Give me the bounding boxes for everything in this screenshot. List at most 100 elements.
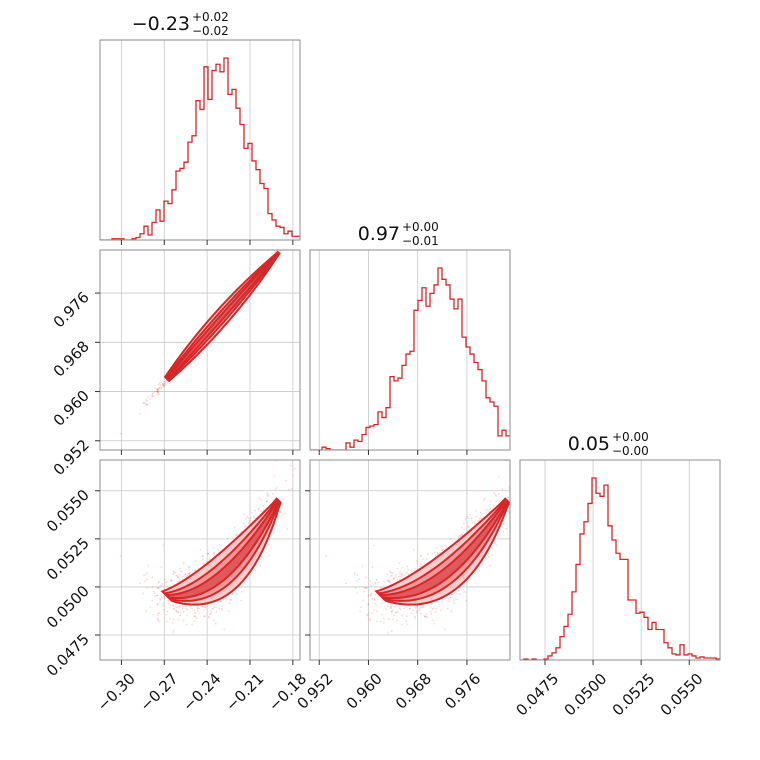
sample-point — [386, 579, 389, 582]
contour-bands — [160, 497, 282, 606]
sample-point — [389, 575, 392, 578]
x-tick-label-p2: 0.0500 — [561, 670, 611, 720]
sample-point — [194, 569, 197, 572]
sample-point — [154, 387, 156, 390]
title-minus: −0.00 — [612, 444, 649, 458]
title-value: 0.97 — [358, 223, 400, 245]
sample-point — [220, 600, 223, 603]
sample-point — [164, 581, 167, 584]
sample-point — [401, 575, 404, 577]
sample-point — [375, 604, 377, 607]
sample-point — [395, 576, 397, 578]
sample-point — [449, 596, 452, 599]
sample-point — [176, 575, 179, 578]
sample-point — [415, 612, 418, 614]
sample-point — [379, 620, 382, 623]
sample-point — [400, 573, 403, 576]
sample-point — [231, 593, 234, 595]
sample-point — [158, 386, 161, 389]
sample-point — [367, 617, 370, 620]
sample-point — [382, 617, 385, 620]
sample-point — [360, 606, 362, 609]
sample-point — [178, 567, 181, 570]
sample-point — [370, 584, 373, 587]
sample-point — [162, 602, 165, 605]
sample-point — [143, 401, 145, 404]
sample-point — [156, 388, 159, 390]
sample-point — [489, 500, 492, 503]
sample-point — [399, 608, 402, 611]
sample-point — [271, 252, 273, 255]
x-tick-label-p1: 0.968 — [392, 670, 435, 713]
sample-point — [185, 575, 188, 577]
sample-point — [483, 497, 486, 500]
scatter-panel-p0-p1 — [95, 243, 301, 455]
sample-point — [367, 614, 369, 617]
sample-point — [185, 607, 187, 610]
sample-point — [380, 586, 382, 589]
sample-point — [387, 632, 389, 635]
sample-point — [235, 533, 238, 536]
sample-point — [367, 603, 370, 606]
sample-point — [226, 538, 229, 540]
sample-point — [285, 479, 287, 482]
sample-point — [440, 609, 442, 612]
sample-point — [167, 602, 170, 605]
sample-point — [391, 609, 394, 612]
sample-point — [285, 243, 287, 245]
sample-point — [395, 619, 398, 622]
sample-point — [147, 565, 150, 568]
sample-point — [212, 547, 215, 549]
sample-point — [419, 565, 422, 568]
sample-point — [489, 507, 492, 510]
sample-point — [369, 580, 372, 583]
sample-point — [158, 598, 161, 600]
title-plus: +0.00 — [402, 220, 439, 234]
sample-point — [240, 531, 242, 533]
contour-bands — [374, 497, 510, 606]
sample-point — [182, 610, 185, 613]
sample-point — [165, 379, 168, 382]
sample-point — [165, 613, 168, 616]
sample-point — [425, 613, 427, 615]
sample-point — [202, 615, 205, 618]
y-tick-label-p2: 0.0475 — [43, 630, 93, 680]
x-tick-label-p2: 0.0475 — [513, 670, 563, 720]
sample-point — [262, 504, 264, 507]
sample-point — [193, 609, 196, 612]
x-tick-label-p0: −0.24 — [179, 670, 224, 715]
sample-point — [191, 623, 194, 626]
sample-point — [170, 579, 172, 582]
sample-point — [404, 571, 407, 574]
sample-point — [491, 554, 494, 557]
sample-point — [182, 562, 185, 565]
sample-point — [533, 444, 535, 446]
sample-point — [492, 504, 495, 507]
x-tick-label-p1: 0.960 — [343, 670, 386, 713]
sample-point — [160, 386, 163, 389]
sample-point — [353, 571, 356, 574]
sample-point — [390, 605, 393, 608]
sample-point — [448, 600, 451, 603]
sample-point — [213, 552, 215, 555]
sample-point — [374, 581, 377, 584]
sample-point — [283, 498, 285, 501]
y-tick-label-p2: 0.0500 — [43, 582, 93, 632]
sample-point — [376, 610, 378, 613]
sample-point — [373, 602, 376, 605]
sample-point — [139, 582, 141, 585]
sample-point — [367, 612, 370, 615]
sample-point — [188, 569, 191, 571]
sample-point — [146, 571, 149, 574]
sample-point — [367, 594, 370, 597]
title-p2: 0.05 +0.00−0.00 — [568, 430, 649, 458]
sample-point — [258, 497, 261, 500]
sample-point — [198, 607, 201, 610]
sample-point — [160, 584, 162, 587]
sample-point — [408, 607, 411, 610]
sample-point — [214, 606, 216, 608]
sample-point — [158, 620, 161, 623]
sample-point — [208, 558, 211, 560]
sample-point — [478, 517, 481, 520]
sample-point — [142, 402, 145, 405]
